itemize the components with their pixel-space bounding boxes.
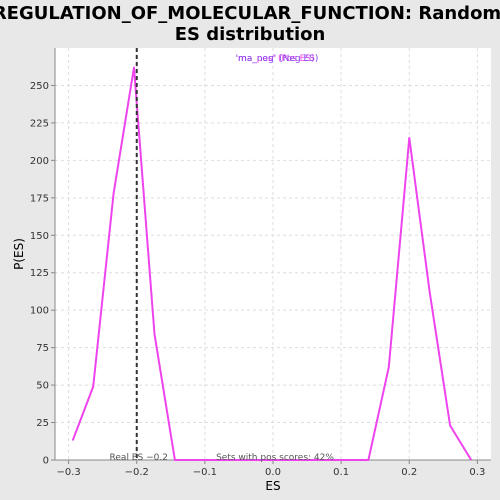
x-tick-label: −0.3: [56, 467, 80, 478]
chart-title-line1: REGULATION_OF_MOLECULAR_FUNCTION: Random: [0, 3, 500, 24]
x-ticks: −0.3 −0.2 −0.1 0.0 0.1 0.2 0.3: [56, 460, 485, 478]
y-tick-label: 100: [30, 306, 49, 317]
x-tick-label: 0.3: [469, 467, 485, 478]
x-tick-label: −0.2: [125, 467, 149, 478]
grid: [55, 48, 491, 461]
y-tick-label: 150: [30, 231, 49, 242]
x-axis-label: ES: [265, 479, 280, 493]
legend-entry-neg: 'ma_neg' (Neg ES): [236, 54, 319, 64]
y-tick-label: 225: [30, 118, 49, 129]
legend-entry-pos: 'ma_pos' (Pos ES): [235, 54, 314, 64]
series-group: [71, 66, 473, 461]
y-ticks: 0 25 50 75 100 125 150 175 200 225 250: [30, 81, 55, 467]
y-tick-label: 200: [30, 156, 49, 167]
real-es-label: Real ES −0.2: [110, 453, 168, 463]
y-axis-label: P(ES): [12, 238, 26, 270]
y-tick-label: 175: [30, 193, 49, 204]
y-tick-label: 250: [30, 81, 49, 92]
y-tick-label: 0: [43, 456, 49, 467]
y-tick-label: 25: [36, 418, 49, 429]
chart-title-line2: ES distribution: [175, 24, 326, 45]
series-line-0: [71, 66, 473, 461]
x-tick-label: 0.1: [333, 467, 349, 478]
x-tick-label: 0.0: [265, 467, 281, 478]
y-tick-label: 75: [36, 343, 49, 354]
y-tick-label: 50: [36, 381, 49, 392]
x-tick-label: −0.1: [193, 467, 217, 478]
pos-scores-annotation: Sets with pos scores: 42%: [216, 453, 334, 463]
x-tick-label: 0.2: [401, 467, 417, 478]
y-tick-label: 125: [30, 268, 49, 279]
